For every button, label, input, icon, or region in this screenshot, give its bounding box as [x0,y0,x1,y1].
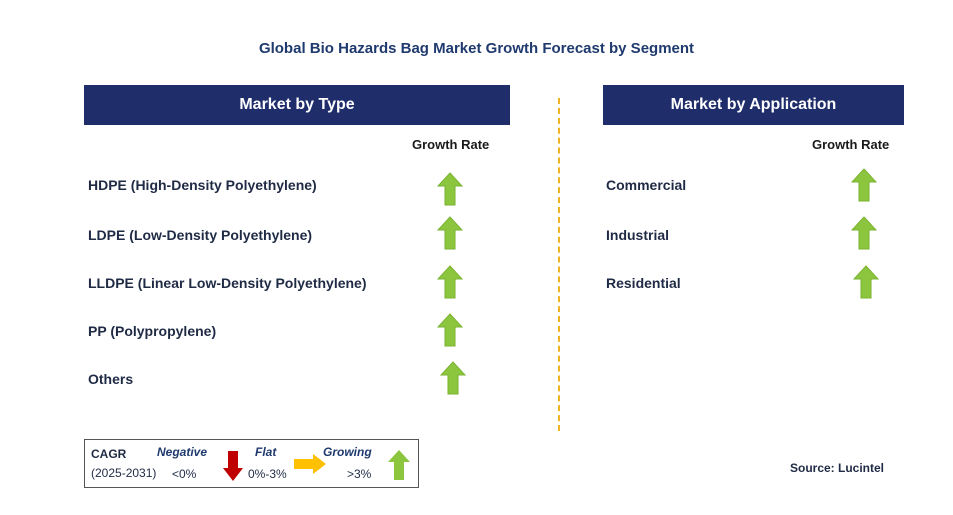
growing-arrow-icon [388,450,410,480]
application-item-residential: Residential [606,275,681,291]
type-item-ldpe: LDPE (Low-Density Polyethylene) [88,227,313,243]
growing-arrow-icon [437,216,463,250]
type-item-lldpe: LLDPE (Linear Low-Density Polyethylene) [88,275,367,291]
source-label: Source: Lucintel [790,461,885,475]
chart-title: Global Bio Hazards Bag Market Growth For… [258,40,695,57]
type-growth-rate-label: Growth Rate [412,137,490,152]
type-item-hdpe: HDPE (High-Density Polyethylene) [88,177,317,193]
type-item-pp: PP (Polypropylene) [88,323,217,339]
cagr-legend: CAGR (2025-2031) Negative <0% Flat 0%-3%… [84,439,419,488]
growing-arrow-icon [851,168,877,202]
growing-arrow-icon [437,265,463,299]
application-item-commercial: Commercial [606,177,687,193]
application-growth-rate-label: Growth Rate [812,137,890,152]
application-panel-header: Market by Application [603,85,904,125]
legend-period: (2025-2031) [91,466,157,480]
legend-flat-label: Flat [255,445,277,459]
flat-arrow-icon [294,454,326,474]
panel-divider [558,98,560,431]
growing-arrow-icon [853,265,879,299]
legend-growing-value: >3% [347,467,372,481]
growing-arrow-icon [437,172,463,206]
growing-arrow-icon [851,216,877,250]
growing-arrow-icon [437,313,463,347]
legend-flat-value: 0%-3% [248,467,287,481]
legend-cagr-label: CAGR [91,447,127,461]
growing-arrow-icon [440,361,466,395]
legend-negative-label: Negative [157,445,208,459]
type-panel-header: Market by Type [84,85,510,125]
application-item-industrial: Industrial [606,227,670,243]
type-item-others: Others [88,371,134,387]
negative-arrow-icon [223,451,243,481]
legend-growing-label: Growing [323,445,372,459]
legend-negative-value: <0% [172,467,197,481]
